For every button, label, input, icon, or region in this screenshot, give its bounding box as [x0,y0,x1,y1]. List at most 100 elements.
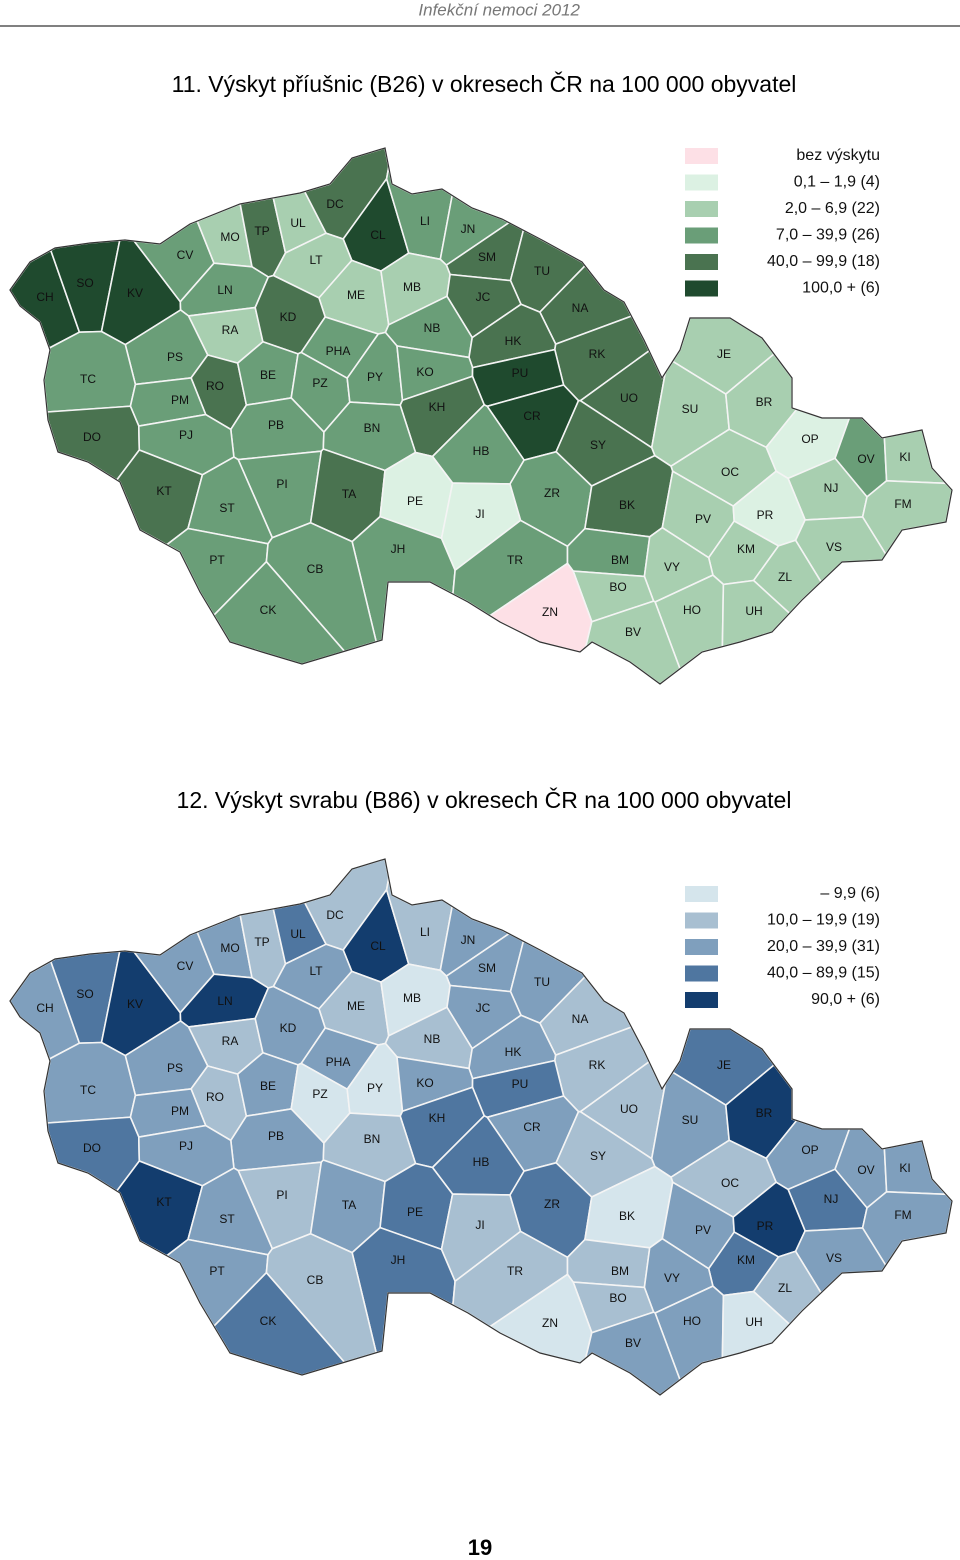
district-label: KT [156,1195,172,1209]
district-label: DC [326,197,344,211]
district-label: PHA [326,344,351,358]
legend-swatch [685,280,718,297]
district-label: ZN [542,1316,558,1330]
legend-label: 100,0 + (6) [802,280,880,297]
district-label: CB [307,1273,324,1287]
legend-swatch [685,254,718,270]
country-border [9,147,953,685]
district-label: SM [478,250,496,264]
district-label: LT [309,253,323,267]
district-label: NB [424,321,441,335]
district-label: DO [83,1141,101,1155]
district-label: LI [420,925,430,939]
district-label: JI [475,1218,484,1232]
legend-label: 7,0 – 39,9 (26) [776,227,880,244]
district-label: BV [625,1336,641,1350]
district-label: PM [171,393,189,407]
legend-label: 40,0 – 99,9 (18) [767,253,880,270]
district [566,527,651,578]
district-label: PY [367,370,383,384]
district-label: PS [167,350,183,364]
legend-label: 90,0 + (6) [811,991,880,1008]
district-label: JI [475,507,484,521]
district [566,1238,651,1289]
district-label: BM [611,553,629,567]
district-label: KH [429,400,446,414]
district-label: KV [127,997,143,1011]
page-number: 19 [468,1535,492,1560]
district-label: TA [342,1198,356,1212]
district-label: CV [177,248,194,262]
map: CH SO KV CV MO TP UL DC CL LI JN LT SM TU LN ME MB JC NA RA… [9,857,953,1396]
district-label: PE [407,494,423,508]
map-title: 12. Výskyt svrabu (B86) v okresech ČR na… [177,786,792,813]
district-label: PU [512,1077,529,1091]
district-label: DO [83,430,101,444]
district-label: CB [307,562,324,576]
district-label: OP [801,432,818,446]
district-label: BM [611,1264,629,1278]
legend-swatch [685,201,718,217]
district-label: TC [80,1083,96,1097]
district-label: TU [534,264,550,278]
district-label: BN [364,1132,381,1146]
district-label: KD [280,1021,297,1035]
district-label: NA [572,301,589,315]
district-label: TP [254,224,269,238]
district-label: SU [682,1113,699,1127]
district-label: JC [476,1001,491,1015]
district-label: PJ [179,428,193,442]
district-label: PE [407,1205,423,1219]
district-label: VY [664,1271,680,1285]
legend-swatch [685,227,718,244]
district-label: OC [721,1176,739,1190]
district-label: CR [523,409,541,423]
district-label: PJ [179,1139,193,1153]
district-label: LI [420,214,430,228]
district-label: JE [717,347,731,361]
district-label: BO [609,580,626,594]
district-label: LT [309,964,323,978]
district-label: MO [220,230,239,244]
district-label: OP [801,1143,818,1157]
district-label: UL [290,216,306,230]
district-label: UH [745,604,762,618]
legend-swatch [685,992,718,1008]
district-label: PI [276,477,287,491]
district-label: RA [222,323,239,337]
district-label: KM [737,1253,755,1267]
district-label: HK [505,334,522,348]
district-label: TC [80,372,96,386]
district-label: BO [609,1291,626,1305]
district-label: BK [619,1209,635,1223]
district-label: HK [505,1045,522,1059]
district-label: PB [268,1129,284,1143]
district-label: CK [260,603,277,617]
district-label: TR [507,553,523,567]
district-label: ST [219,501,235,515]
legend-label: 10,0 – 19,9 (19) [767,912,880,929]
district-label: BE [260,368,276,382]
district-label: NA [572,1012,589,1026]
district-label: UL [290,927,306,941]
district-label: ZR [544,1197,560,1211]
district-label: ST [219,1212,235,1226]
legend-swatch [685,148,718,164]
district-label: PHA [326,1055,351,1069]
district-label: KD [280,310,297,324]
district-label: OV [857,452,874,466]
district-label: PU [512,366,529,380]
district-label: RK [589,1058,606,1072]
country-border [9,858,953,1396]
district-label: JC [476,290,491,304]
district-label: BN [364,421,381,435]
map-title: 11. Výskyt příušnic (B26) v okresech ČR … [172,70,797,97]
district-label: MB [403,280,421,294]
district-label: KH [429,1111,446,1125]
legend-label: – 9,9 (6) [820,885,880,902]
district-label: LN [217,283,232,297]
district-label: CL [370,228,386,242]
header: Infekční nemoci 2012 [418,0,580,19]
district-label: JE [717,1058,731,1072]
district-label: CL [370,939,386,953]
